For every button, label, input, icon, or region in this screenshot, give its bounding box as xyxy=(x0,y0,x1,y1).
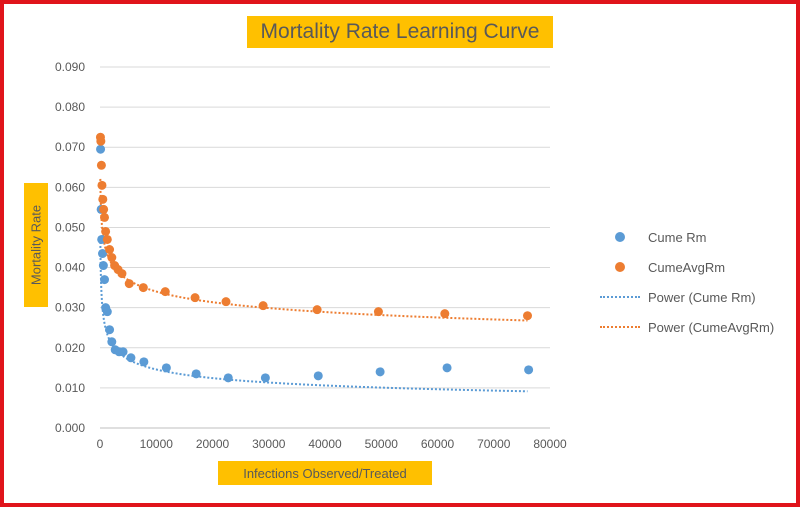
x-axis-label: Infections Observed/Treated xyxy=(243,465,407,481)
data-point-cumeavgrm xyxy=(102,234,112,244)
legend-item: CumeAvgRm xyxy=(600,252,795,282)
legend-label: Power (Cume Rm) xyxy=(648,289,756,305)
data-point-cumeavgrm xyxy=(99,204,109,214)
legend-line-swatch xyxy=(600,320,648,334)
data-point-cumeavgrm xyxy=(160,287,170,297)
data-point-cume-rm xyxy=(442,363,452,373)
x-tick-label: 70000 xyxy=(477,437,511,451)
y-tick-label: 0.000 xyxy=(55,421,85,435)
x-tick-label: 10000 xyxy=(140,437,174,451)
data-point-cume-rm xyxy=(313,371,323,381)
x-tick-label: 80000 xyxy=(533,437,567,451)
data-point-cumeavgrm xyxy=(440,309,450,319)
legend-marker xyxy=(600,230,648,244)
data-point-cume-rm xyxy=(139,357,149,367)
y-tick-label: 0.010 xyxy=(55,381,85,395)
data-point-cumeavgrm xyxy=(138,283,148,293)
data-point-cume-rm xyxy=(107,337,117,347)
y-tick-label: 0.080 xyxy=(55,100,85,114)
data-point-cume-rm xyxy=(96,144,106,154)
data-point-cume-rm xyxy=(98,261,108,271)
y-tick-label: 0.070 xyxy=(55,140,85,154)
legend-label: Power (CumeAvgRm) xyxy=(648,319,775,335)
legend-item: Power (CumeAvgRm) xyxy=(600,312,795,342)
y-axis-label-box: Mortality Rate xyxy=(24,183,48,307)
data-point-cume-rm xyxy=(161,363,171,373)
legend-marker xyxy=(600,260,648,274)
data-point-cumeavgrm xyxy=(107,253,117,263)
data-point-cumeavgrm xyxy=(258,301,268,311)
data-point-cume-rm xyxy=(98,249,108,259)
x-axis-label-box: Infections Observed/Treated xyxy=(218,461,432,485)
legend-label: Cume Rm xyxy=(648,229,707,245)
x-tick-label: 40000 xyxy=(308,437,342,451)
data-point-cume-rm xyxy=(260,373,270,383)
x-tick-label: 50000 xyxy=(365,437,399,451)
y-tick-label: 0.090 xyxy=(55,60,85,74)
data-point-cumeavgrm xyxy=(523,311,532,321)
y-tick-label: 0.050 xyxy=(55,220,85,234)
legend: Cume Rm CumeAvgRm Power (Cume Rm) Power (Cu… xyxy=(600,222,795,342)
data-point-cumeavgrm xyxy=(97,180,107,190)
y-tick-label: 0.040 xyxy=(55,261,85,275)
legend-item: Power (Cume Rm) xyxy=(600,282,795,312)
data-point-cumeavgrm xyxy=(312,305,322,315)
data-point-cume-rm xyxy=(375,367,385,377)
data-point-cumeavgrm xyxy=(117,269,127,279)
data-point-cumeavgrm xyxy=(221,297,231,307)
data-point-cume-rm xyxy=(105,325,115,335)
data-point-cumeavgrm xyxy=(105,245,115,255)
legend-line-swatch xyxy=(600,290,648,304)
data-point-cume-rm xyxy=(191,369,201,379)
x-tick-label: 30000 xyxy=(252,437,286,451)
data-point-cume-rm xyxy=(118,347,128,357)
y-tick-label: 0.020 xyxy=(55,341,85,355)
x-tick-label: 60000 xyxy=(421,437,455,451)
trendline-power-cumeavgrm xyxy=(99,178,528,322)
legend-label: CumeAvgRm xyxy=(648,259,726,275)
x-tick-label: 20000 xyxy=(196,437,230,451)
data-point-cume-rm xyxy=(126,353,136,363)
data-point-cumeavgrm xyxy=(124,279,134,289)
chart-title: Mortality Rate Learning Curve xyxy=(260,20,540,43)
legend-item: Cume Rm xyxy=(600,222,795,252)
y-tick-label: 0.060 xyxy=(55,180,85,194)
chart-title-box: Mortality Rate Learning Curve xyxy=(247,16,553,48)
data-point-cumeavgrm xyxy=(96,136,106,146)
data-point-cume-rm xyxy=(100,275,109,285)
y-tick-label: 0.030 xyxy=(55,301,85,315)
x-tick-label: 0 xyxy=(97,437,104,451)
data-point-cume-rm xyxy=(223,373,233,383)
data-point-cumeavgrm xyxy=(100,212,109,222)
data-point-cume-rm xyxy=(102,307,112,317)
data-point-cumeavgrm xyxy=(101,226,111,236)
data-point-cume-rm xyxy=(524,365,534,375)
data-point-cumeavgrm xyxy=(96,160,106,170)
data-point-cumeavgrm xyxy=(98,194,108,204)
data-point-cumeavgrm xyxy=(373,307,383,317)
data-point-cumeavgrm xyxy=(190,293,200,303)
